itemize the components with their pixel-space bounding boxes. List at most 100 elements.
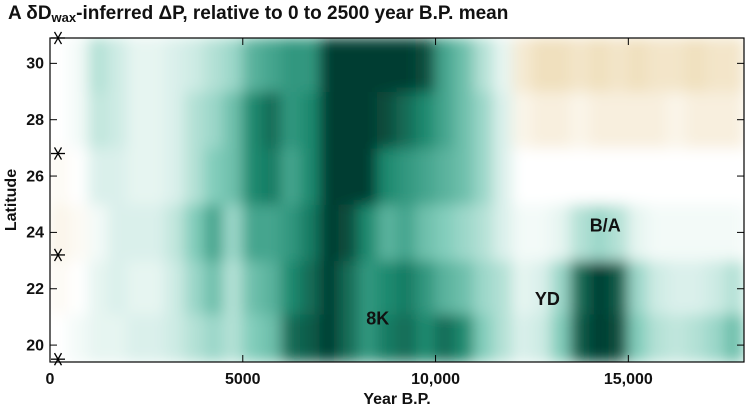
heat-cell: [647, 38, 668, 93]
heat-cell: [357, 38, 379, 93]
heat-cell: [396, 147, 417, 205]
site-marker: [51, 147, 65, 160]
heat-cell: [589, 91, 610, 149]
heat-cell: [50, 260, 70, 315]
heat-cell: [608, 147, 629, 205]
heat-cell: [300, 313, 321, 362]
heat-cell: [685, 147, 706, 205]
heat-cell: [107, 260, 128, 315]
heat-cell: [126, 260, 147, 315]
heat-cell: [627, 38, 649, 93]
heat-cell: [415, 38, 437, 93]
heat-cell: [68, 313, 90, 362]
y-tick-label: 30: [26, 56, 44, 73]
heat-cell: [704, 203, 726, 262]
heat-cell: [203, 203, 224, 262]
heat-cell: [435, 203, 456, 262]
heat-cell: [107, 91, 128, 149]
heat-cell: [300, 147, 321, 205]
heat-cell: [338, 313, 359, 362]
heat-cell: [261, 313, 282, 362]
heat-cell: [223, 147, 244, 205]
heatmap: [50, 38, 744, 362]
heat-cell: [454, 260, 475, 315]
heat-cell: [512, 38, 533, 93]
heat-cell: [145, 147, 167, 205]
heat-cell: [88, 38, 109, 93]
heat-cell: [145, 38, 167, 93]
heat-cell: [184, 38, 205, 93]
heat-cell: [223, 260, 244, 315]
heat-cell: [570, 203, 591, 262]
heat-cell: [203, 91, 224, 149]
heat-cell: [319, 313, 340, 362]
annotation: 8K: [366, 308, 389, 328]
heat-cell: [512, 147, 533, 205]
heat-cell: [126, 313, 147, 362]
heat-cell: [280, 147, 302, 205]
heat-cell: [126, 38, 147, 93]
heat-cell: [415, 91, 437, 149]
heat-cell: [319, 91, 340, 149]
heat-cell: [454, 147, 475, 205]
heat-cell: [492, 260, 514, 315]
heat-cell: [492, 38, 514, 93]
heat-cell: [338, 203, 359, 262]
heat-cell: [203, 38, 224, 93]
heat-cell: [319, 147, 340, 205]
heat-cell: [435, 260, 456, 315]
heat-cell: [704, 313, 726, 362]
heat-cell: [145, 313, 167, 362]
y-axis-label: Latitude: [3, 169, 20, 231]
heat-cell: [338, 260, 359, 315]
plot-frame: [49, 37, 745, 363]
heat-cell: [300, 203, 321, 262]
heat-cell: [685, 313, 706, 362]
heat-cell: [666, 313, 687, 362]
heat-cell: [627, 203, 649, 262]
heat-cell: [627, 260, 649, 315]
site-marker-stroke: [53, 248, 63, 262]
heat-cell: [608, 38, 629, 93]
heat-cell: [666, 260, 687, 315]
heat-cell: [300, 38, 321, 93]
heat-cell: [357, 203, 379, 262]
heat-cell: [68, 38, 90, 93]
heat-cell: [261, 147, 282, 205]
heat-cell: [50, 38, 70, 93]
x-tick-label: 10,000: [411, 371, 460, 388]
heat-cell: [280, 203, 302, 262]
heat-cell: [492, 203, 514, 262]
heat-cell: [512, 313, 533, 362]
heat-cell: [300, 260, 321, 315]
heat-cell: [319, 38, 340, 93]
heat-cell: [531, 260, 552, 315]
heat-cell: [570, 91, 591, 149]
site-marker: [51, 352, 65, 366]
heat-cell: [357, 260, 379, 315]
x-axis-label: Year B.P.: [363, 391, 430, 408]
heat-cell: [377, 91, 398, 149]
heat-cell: [261, 91, 282, 149]
heat-cell: [589, 203, 610, 262]
title-subscript: wax: [51, 10, 77, 25]
heat-cell: [512, 203, 533, 262]
heat-cell: [107, 313, 128, 362]
heat-cell: [454, 91, 475, 149]
heat-cell: [608, 313, 629, 362]
heat-cell: [88, 91, 109, 149]
heat-cell: [685, 38, 706, 93]
heat-cell: [570, 260, 591, 315]
heat-cell: [184, 147, 205, 205]
heat-cell: [550, 91, 571, 149]
heat-cell: [203, 313, 224, 362]
heat-cell: [570, 313, 591, 362]
heatmap-clip: [50, 38, 744, 362]
heat-cell: [50, 147, 70, 205]
heat-cell: [454, 38, 475, 93]
heat-cell: [165, 91, 186, 149]
heat-cell: [223, 203, 244, 262]
heat-cell: [550, 203, 571, 262]
heat-cell: [454, 203, 475, 262]
